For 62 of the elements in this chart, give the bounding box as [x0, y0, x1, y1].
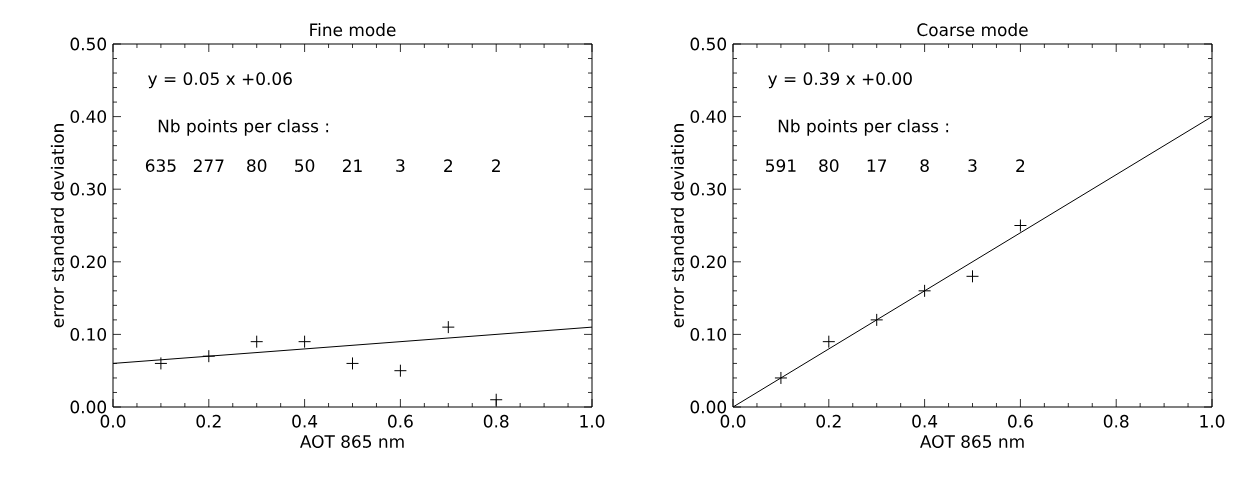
y-tick-label: 0.10: [70, 327, 107, 341]
annotation: 277: [193, 159, 224, 172]
point: [870, 313, 884, 327]
y-tick-label: 0.20: [70, 255, 107, 269]
y-tick-label: 0.00: [690, 400, 727, 414]
x-axis-title: AOT 865 nm: [919, 435, 1024, 448]
x-tick-label: 0.4: [912, 414, 938, 428]
point: [918, 284, 932, 298]
x-tick-label: 0.0: [100, 414, 126, 428]
y-tick-label: 0.30: [70, 182, 107, 196]
x-tick-label: 0.8: [1103, 414, 1129, 428]
x-tick-label: 0.4: [292, 414, 318, 428]
y-tick-label: 0.40: [70, 110, 107, 123]
annotation: 3: [396, 159, 405, 173]
annotation: y = 0.39 x +0.00: [768, 72, 912, 89]
point: [154, 356, 168, 370]
y-tick-label: 0.10: [690, 327, 727, 341]
annotation: 80: [247, 159, 267, 173]
y-tick-label: 0.50: [690, 37, 727, 51]
point: [393, 364, 407, 378]
y-tick-label: 0.00: [70, 400, 107, 414]
y-tick-label: 0.40: [690, 110, 727, 123]
annotation: 2: [444, 159, 452, 172]
annotation: Nb points per class :: [158, 119, 329, 136]
x-tick-label: 0.6: [1008, 414, 1033, 428]
annotation: 17: [867, 159, 887, 172]
point: [298, 335, 312, 349]
annotation: y = 0.05 x +0.06: [148, 72, 292, 89]
point: [441, 320, 455, 334]
x-tick-label: 0.0: [720, 414, 746, 428]
x-axis-title: AOT 865 nm: [299, 435, 404, 448]
y-tick-label: 0.20: [690, 255, 727, 269]
annotation: 635: [145, 159, 176, 173]
annotation: 80: [819, 159, 839, 173]
point: [202, 349, 216, 363]
chart-title: Coarse mode: [917, 23, 1028, 37]
point: [966, 269, 980, 283]
y-tick-label: 0.50: [70, 37, 107, 51]
point: [250, 335, 264, 349]
x-tick-label: 0.6: [388, 414, 413, 428]
x-tick-label: 1.0: [1200, 414, 1225, 428]
y-axis-title: error standard deviation: [50, 124, 64, 328]
chart-title: Fine mode: [310, 23, 396, 37]
point: [1013, 219, 1027, 232]
point: [774, 371, 788, 385]
y-tick-label: 0.30: [690, 182, 727, 196]
x-tick-label: 1.0: [580, 414, 605, 428]
annotation: Nb points per class :: [778, 119, 949, 136]
annotation: 591: [766, 159, 796, 173]
annotation: 8: [920, 159, 929, 173]
annotation: 21: [342, 159, 362, 172]
point: [489, 393, 503, 407]
x-tick-label: 0.2: [816, 414, 841, 428]
y-axis-title: error standard deviation: [670, 124, 684, 328]
point: [346, 356, 359, 370]
annotation: 2: [492, 159, 500, 172]
annotation: 2: [1016, 159, 1025, 172]
x-tick-label: 0.2: [196, 414, 221, 428]
point: [822, 335, 836, 349]
annotation: 3: [968, 159, 977, 173]
annotation: 50: [295, 159, 315, 173]
x-tick-label: 0.8: [483, 414, 509, 428]
